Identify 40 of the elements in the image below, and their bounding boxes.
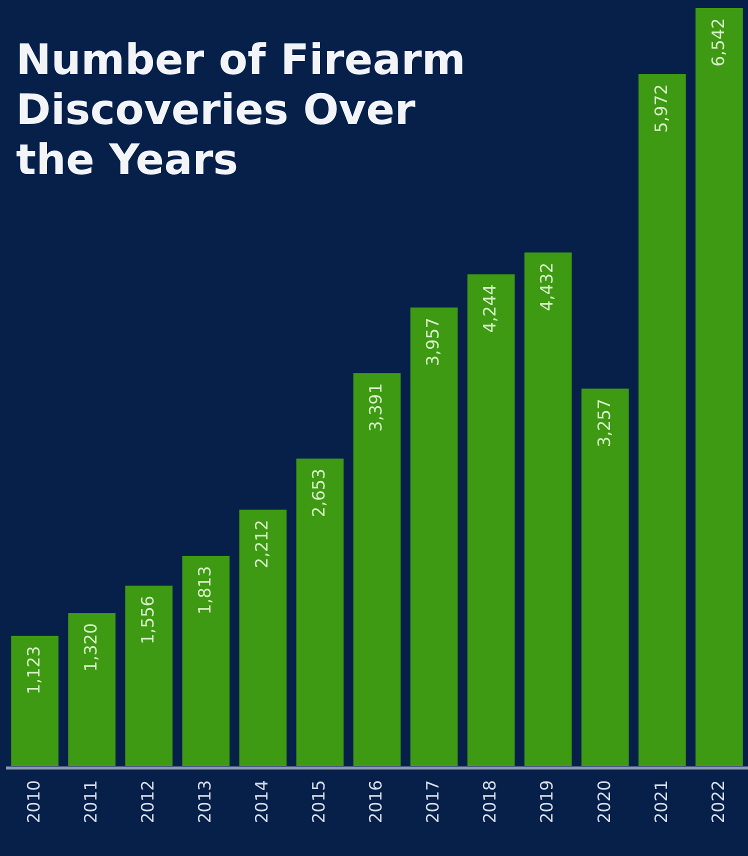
data-label: 1,320 bbox=[81, 623, 102, 672]
bar bbox=[524, 252, 572, 766]
bar bbox=[125, 586, 173, 766]
bar bbox=[239, 510, 287, 766]
x-tick-label: 2012 bbox=[138, 780, 159, 824]
bar bbox=[467, 274, 515, 766]
x-tick-label: 2017 bbox=[424, 780, 444, 824]
x-tick-label: 2018 bbox=[480, 780, 501, 824]
bar bbox=[353, 373, 401, 766]
data-label: 2,653 bbox=[310, 468, 330, 518]
data-label: 5,972 bbox=[652, 84, 672, 133]
x-tick-label: 2010 bbox=[24, 780, 44, 824]
data-label: 3,957 bbox=[424, 318, 444, 366]
bar bbox=[410, 308, 458, 766]
data-label: 1,123 bbox=[24, 646, 44, 695]
bar bbox=[182, 556, 230, 766]
x-tick-label: 2016 bbox=[366, 780, 387, 824]
bar bbox=[581, 388, 629, 766]
x-tick-label: 2013 bbox=[196, 780, 216, 824]
data-label: 2,212 bbox=[252, 520, 273, 568]
x-tick-label: 2015 bbox=[310, 780, 330, 824]
data-label: 1,813 bbox=[196, 566, 216, 615]
x-tick-label: 2011 bbox=[81, 780, 102, 824]
x-tick-label: 2014 bbox=[252, 780, 273, 824]
text: Number of Firearm Discoveries Over the Years bbox=[16, 35, 466, 184]
bar bbox=[296, 458, 344, 766]
bar bbox=[638, 74, 686, 766]
x-tick-label: 2021 bbox=[652, 780, 672, 824]
data-label: 3,391 bbox=[366, 383, 387, 432]
bar bbox=[68, 613, 116, 766]
bar bbox=[11, 636, 58, 766]
data-label: 6,542 bbox=[708, 18, 729, 67]
data-label: 4,244 bbox=[480, 284, 501, 333]
x-tick-label: 2022 bbox=[708, 780, 729, 824]
x-tick-label: 2019 bbox=[538, 780, 558, 824]
bar bbox=[696, 8, 743, 766]
data-label: 4,432 bbox=[538, 262, 558, 312]
data-label: 3,257 bbox=[594, 398, 615, 448]
data-label: 1,556 bbox=[138, 596, 159, 644]
x-tick-label: 2020 bbox=[594, 780, 615, 824]
